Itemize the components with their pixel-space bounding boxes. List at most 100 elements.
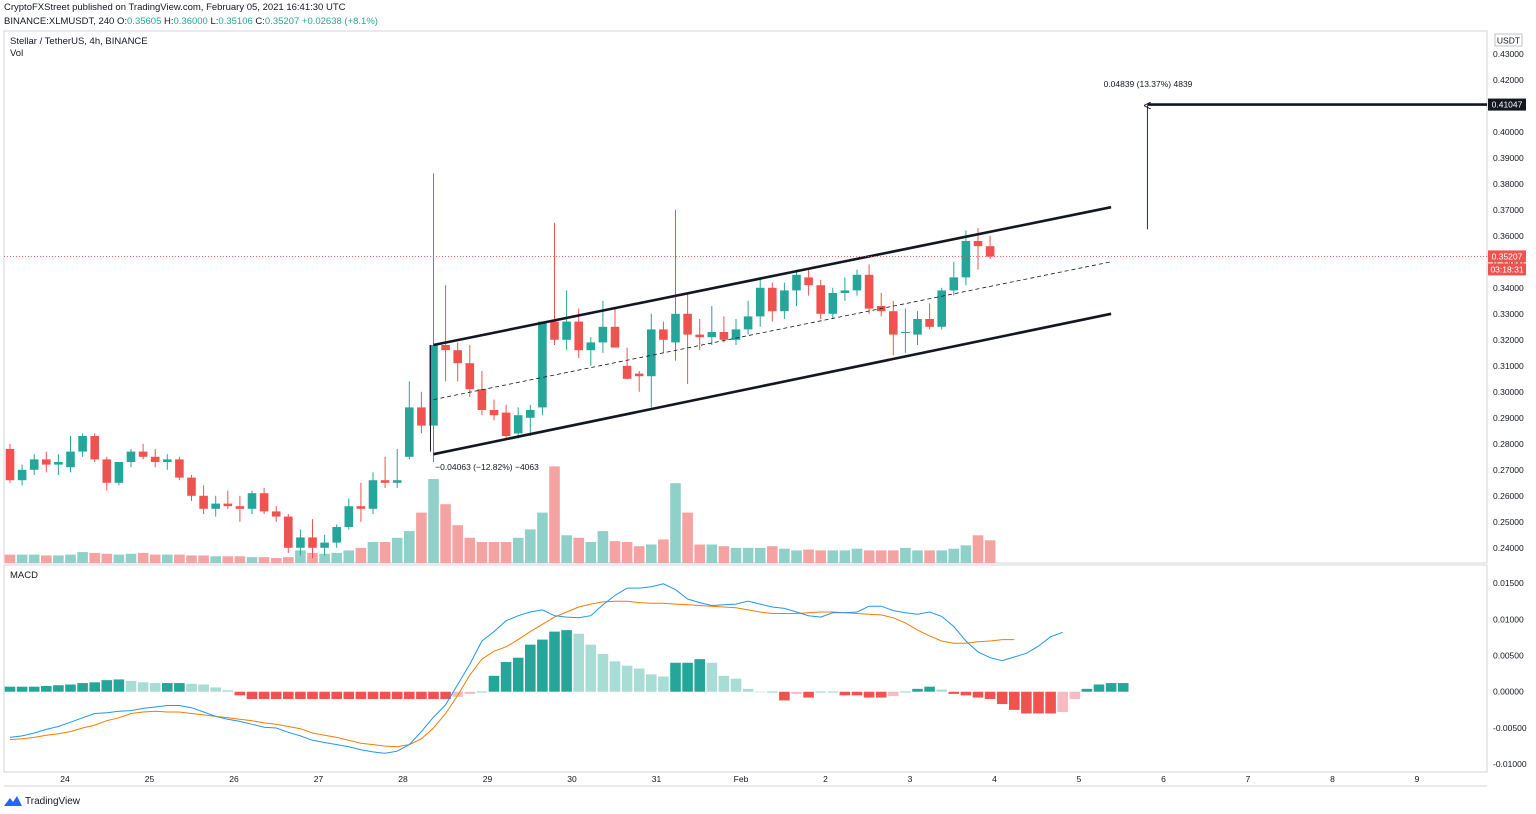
channel-upper-line[interactable]	[433, 205, 1112, 347]
macd-histogram-bar	[1033, 691, 1044, 714]
candle	[731, 319, 741, 345]
candle	[671, 209, 680, 361]
macd-histogram-bar	[1093, 684, 1105, 692]
macd-histogram-bar	[706, 662, 718, 692]
volume-bar	[851, 548, 863, 563]
volume-bar	[888, 550, 899, 563]
macd-histogram-bar	[512, 657, 524, 692]
macd-histogram-bar	[28, 686, 40, 692]
macd-histogram-bar	[500, 662, 512, 692]
macd-histogram-bar	[416, 691, 427, 699]
candle	[719, 316, 729, 343]
price-tick-label: 0.42000	[1493, 75, 1524, 85]
current-price-label: 0.35207	[1492, 251, 1523, 261]
volume-bar	[718, 546, 730, 563]
volume-bar	[948, 548, 960, 563]
channel-lower-line[interactable]	[433, 312, 1112, 456]
volume-legend-label: Vol	[10, 48, 23, 59]
tradingview-footer[interactable]: TradingView	[4, 795, 80, 807]
macd-tick-label: -0.00500	[1493, 723, 1527, 733]
macd-tick-label: 0.00000	[1493, 687, 1524, 697]
candle	[901, 308, 910, 353]
published-caption: CryptoFXStreet published on TradingView.…	[4, 2, 346, 13]
volume-bar	[222, 556, 234, 563]
countdown-badge	[1488, 263, 1526, 276]
candle	[562, 290, 571, 351]
candle	[284, 514, 293, 553]
macd-histogram-bar	[767, 691, 778, 693]
candle	[235, 495, 245, 522]
price-tick-label: 0.29000	[1493, 413, 1524, 423]
time-tick-label: 7	[1246, 774, 1251, 784]
volume-bar	[694, 544, 705, 563]
macd-histogram-bar	[246, 691, 258, 699]
symbol-name[interactable]: BINANCE:XLMUSDT, 240	[4, 16, 115, 27]
macd-tick-label: -0.01000	[1493, 759, 1527, 769]
candle	[138, 443, 148, 460]
candle	[320, 534, 329, 556]
price-tick-label: 0.43000	[1493, 49, 1524, 59]
candle	[586, 337, 596, 366]
countdown-label: 03:18:31	[1490, 264, 1523, 274]
channel-middle-line[interactable]	[433, 261, 1112, 400]
candle	[574, 308, 583, 358]
macd-histogram-bar	[440, 691, 451, 699]
ohlc-open: O:0.35605	[116, 16, 162, 27]
candle	[5, 443, 15, 483]
macd-histogram-bar	[670, 662, 681, 692]
macd-histogram-bar	[537, 639, 548, 692]
candle	[29, 454, 39, 475]
candle	[513, 407, 523, 439]
macd-histogram-bar	[307, 691, 318, 699]
time-tick-label: Feb	[734, 774, 749, 784]
time-axis[interactable]: 24 25 26 27 28 29 30 31 Feb 2 3 4 5 6 7 8 9	[60, 774, 1419, 784]
candle	[344, 498, 354, 530]
macd-histogram-bar	[694, 659, 705, 692]
volume-bar	[258, 557, 270, 563]
candle	[913, 311, 922, 345]
macd-histogram-bar	[948, 691, 960, 694]
price-axis[interactable]: 0.430000.420000.410000.400000.390000.380…	[4, 49, 1526, 553]
ohlc-high: H:0.36000	[164, 16, 208, 27]
candle	[247, 490, 257, 514]
candle	[453, 342, 462, 382]
volume-bar	[428, 479, 439, 563]
candle	[949, 261, 959, 296]
macd-histogram-bar	[53, 685, 64, 692]
time-tick-label: 28	[398, 774, 408, 784]
ascending-channel	[429, 105, 1487, 456]
macd-histogram-bar	[924, 686, 935, 692]
macd-histogram-bar	[137, 682, 149, 692]
price-tick-label: 0.38000	[1493, 179, 1524, 189]
volume-bar	[101, 553, 113, 563]
price-tick-label: 0.37000	[1493, 205, 1524, 215]
volume-bar	[125, 553, 137, 563]
macd-axis[interactable]: 0.01500 0.01000 0.00500 0.00000 -0.00500 -0.0…	[1493, 578, 1527, 769]
candle	[259, 488, 269, 514]
macd-histogram-bar	[525, 644, 536, 692]
volume-bar	[585, 542, 597, 563]
candle	[816, 280, 825, 319]
macd-histogram-bar	[464, 691, 476, 694]
candle	[477, 371, 487, 416]
time-tick-label: 24	[60, 774, 70, 784]
macd-histogram-bar	[1009, 691, 1020, 710]
candle	[804, 269, 813, 296]
macd-histogram-bar	[779, 691, 790, 701]
time-tick-label: 25	[145, 774, 155, 784]
candle	[780, 282, 789, 319]
volume-bar	[791, 550, 802, 563]
macd-histogram-bar	[1117, 683, 1129, 692]
volume-bar	[416, 512, 427, 563]
volume-bar	[137, 552, 149, 563]
macd-histogram-bar	[972, 691, 984, 698]
volume-bar	[295, 550, 306, 563]
macd-histogram-bar	[912, 688, 923, 692]
volume-bar	[900, 547, 911, 563]
macd-histogram-bar	[428, 691, 439, 699]
macd-histogram-bar	[319, 691, 330, 699]
volume-bar	[464, 537, 476, 563]
volume-bar	[875, 550, 887, 563]
volume-bar	[609, 541, 621, 563]
